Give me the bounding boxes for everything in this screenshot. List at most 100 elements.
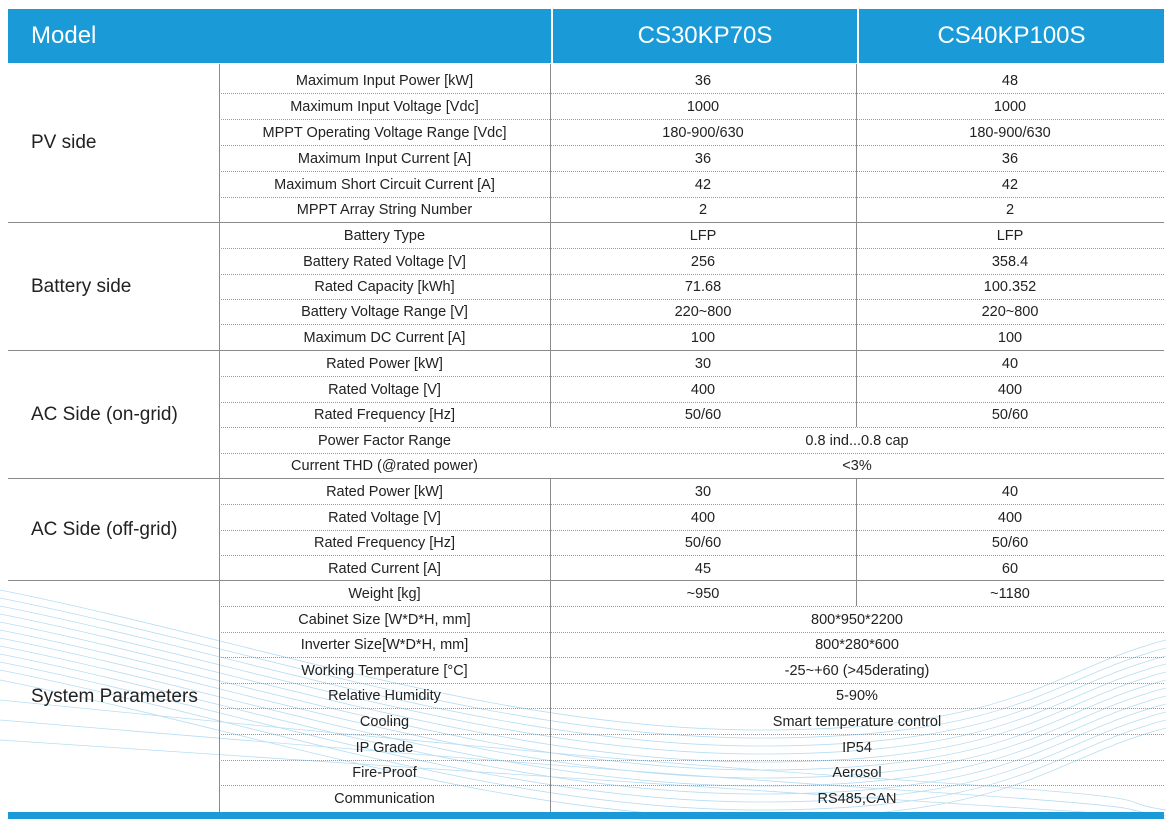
value-cs30: 42 <box>694 176 712 193</box>
param-label: Cooling <box>359 713 410 730</box>
param-label: Rated Current [A] <box>328 561 441 577</box>
value-cs40: 220~800 <box>981 303 1039 320</box>
model-header: Model <box>31 22 97 49</box>
param-label: Rated Capacity [kWh] <box>314 278 455 295</box>
table-row: Current THD (@rated power) <3% <box>219 453 1164 479</box>
value-cs40: 100 <box>997 330 1023 346</box>
param-label: Communication <box>334 791 435 807</box>
section-label: System Parameters <box>31 685 198 707</box>
param-label: IP Grade <box>355 739 414 756</box>
param-label: Cabinet Size [W*D*H, mm] <box>298 611 471 628</box>
value-shared: RS485,CAN <box>817 791 897 807</box>
param-label: Rated Power [kW] <box>326 355 443 372</box>
param-label: Rated Power [kW] <box>326 483 443 500</box>
value-cs40: 40 <box>1001 355 1019 372</box>
value-cs40: 2 <box>1005 202 1015 218</box>
param-label: Maximum Short Circuit Current [A] <box>274 176 495 193</box>
value-cs40: 1000 <box>993 98 1027 115</box>
table-row: Relative Humidity 5-90% <box>219 683 1164 709</box>
table-row: Working Temperature [°C] -25~+60 (>45der… <box>219 658 1164 684</box>
value-shared: -25~+60 (>45derating) <box>784 662 930 679</box>
table-row: MPPT Operating Voltage Range [Vdc] 180-9… <box>219 120 1164 146</box>
value-cs40: 60 <box>1001 561 1019 577</box>
value-cs40: 400 <box>997 381 1023 398</box>
table-row: Battery Voltage Range [V] 220~800 220~80… <box>219 299 1164 325</box>
table-row: Inverter Size[W*D*H, mm] 800*280*600 <box>219 632 1164 658</box>
value-shared: 0.8 ind...0.8 cap <box>805 432 909 449</box>
param-label: Maximum Input Power [kW] <box>295 72 474 89</box>
param-label: Weight [kg] <box>348 585 421 602</box>
table-row: Maximum Input Power [kW] 36 48 <box>219 68 1164 94</box>
value-shared: 800*950*2200 <box>811 611 903 628</box>
value-cs30: 400 <box>690 381 716 398</box>
param-label: Maximum Input Voltage [Vdc] <box>290 98 479 115</box>
value-cs30: 220~800 <box>674 303 732 320</box>
param-label: Battery Type <box>343 227 426 244</box>
value-cs40: 50/60 <box>991 534 1029 551</box>
table-row: Maximum DC Current [A] 100 100 <box>219 325 1164 351</box>
table-row: Rated Capacity [kWh] 71.68 100.352 <box>219 274 1164 300</box>
value-cs40: 358.4 <box>991 253 1029 270</box>
value-cs30: 50/60 <box>684 534 722 551</box>
value-cs30: 256 <box>690 253 716 270</box>
table-row: Fire-Proof Aerosol <box>219 760 1164 786</box>
value-cs40: 100.352 <box>983 278 1037 295</box>
param-label: Power Factor Range <box>318 432 451 449</box>
model-cs40kp100s-header: CS40KP100S <box>857 9 1164 63</box>
value-cs30: 30 <box>694 355 712 372</box>
table-header: Model CS30KP70S CS40KP100S <box>8 9 1164 63</box>
value-cs40: ~1180 <box>990 585 1030 602</box>
value-cs30: 100 <box>690 330 716 346</box>
table-row: Rated Voltage [V] 400 400 <box>219 377 1164 403</box>
table-row: Battery Type LFP LFP <box>219 223 1164 249</box>
param-label: Rated Frequency [Hz] <box>313 534 456 551</box>
table-row: Rated Voltage [V] 400 400 <box>219 505 1164 531</box>
table-row: MPPT Array String Number 2 2 <box>219 197 1164 223</box>
section-ac-on-grid: AC Side (on-grid) Rated Power [kW] 30 40… <box>8 351 1164 479</box>
value-cs30: 50/60 <box>684 406 722 423</box>
value-shared: <3% <box>842 458 872 474</box>
table-row: Maximum Input Current [A] 36 36 <box>219 146 1164 172</box>
value-cs40: LFP <box>996 227 1024 244</box>
param-label: Maximum DC Current [A] <box>303 330 466 346</box>
table-row: Rated Frequency [Hz] 50/60 50/60 <box>219 530 1164 556</box>
table-row: Maximum Input Voltage [Vdc] 1000 1000 <box>219 94 1164 120</box>
value-cs40: 48 <box>1001 72 1019 89</box>
param-label: Relative Humidity <box>328 687 441 704</box>
value-cs30: 36 <box>694 72 712 89</box>
model-cs30kp70s-header: CS30KP70S <box>551 9 857 63</box>
table-row: Communication RS485,CAN <box>219 786 1164 812</box>
value-cs30: ~950 <box>686 585 720 602</box>
section-label: Battery side <box>31 275 132 297</box>
section-label: PV side <box>31 132 97 153</box>
value-shared: Smart temperature control <box>772 713 942 730</box>
section-battery-side: Battery side Battery Type LFP LFP Batter… <box>8 223 1164 351</box>
section-label: AC Side (off-grid) <box>31 518 178 540</box>
value-cs40: 42 <box>1001 176 1019 193</box>
value-cs30: 180-900/630 <box>662 124 744 141</box>
section-ac-off-grid: AC Side (off-grid) Rated Power [kW] 30 4… <box>8 479 1164 581</box>
value-cs30: 2 <box>698 202 708 218</box>
bottom-bar <box>8 812 1164 819</box>
value-shared: Aerosol <box>832 764 882 781</box>
value-cs30: 71.68 <box>684 278 722 295</box>
param-label: Battery Rated Voltage [V] <box>303 253 466 270</box>
table-row: Cabinet Size [W*D*H, mm] 800*950*2200 <box>219 607 1164 633</box>
value-cs30: 36 <box>694 150 712 167</box>
value-cs30: LFP <box>689 227 717 244</box>
value-cs40: 40 <box>1001 483 1019 500</box>
value-cs40: 50/60 <box>991 406 1029 423</box>
param-label: Rated Frequency [Hz] <box>313 406 456 423</box>
value-shared: 800*280*600 <box>815 636 899 653</box>
section-system-parameters: System Parameters Weight [kg] ~950 ~1180… <box>8 581 1164 812</box>
value-cs30: 1000 <box>686 98 720 115</box>
table-row: Rated Frequency [Hz] 50/60 50/60 <box>219 402 1164 428</box>
value-shared: IP54 <box>842 739 872 756</box>
table-row: Weight [kg] ~950 ~1180 <box>219 581 1164 607</box>
value-cs40: 180-900/630 <box>969 124 1051 141</box>
param-label: MPPT Array String Number <box>296 202 473 218</box>
param-label: Battery Voltage Range [V] <box>301 303 468 320</box>
table-row: Rated Power [kW] 30 40 <box>219 351 1164 377</box>
param-label: Current THD (@rated power) <box>291 458 478 474</box>
param-label: Maximum Input Current [A] <box>297 150 472 167</box>
